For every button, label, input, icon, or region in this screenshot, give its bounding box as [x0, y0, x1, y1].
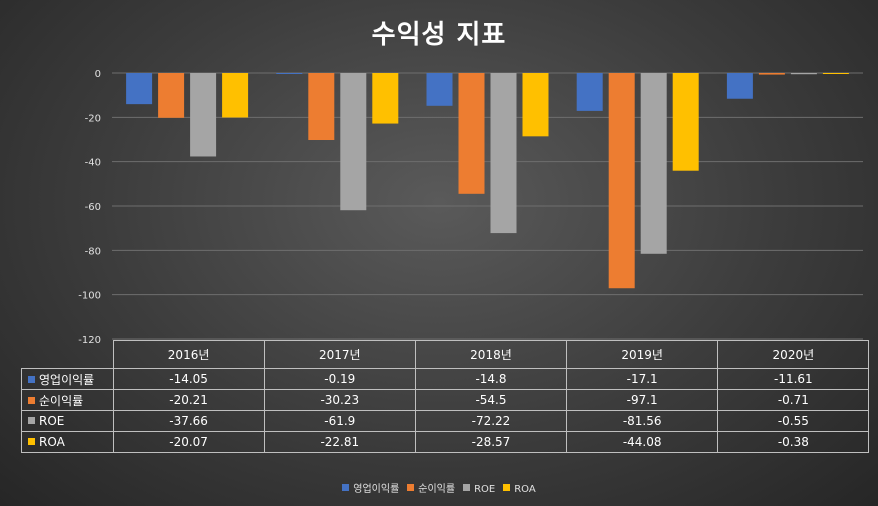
- table-cell: -14.8: [414, 368, 568, 390]
- table-cell: -22.81: [263, 431, 416, 453]
- bar-순이익률-2017년: [308, 73, 335, 141]
- table-cell: -81.56: [566, 410, 719, 432]
- table-cell: -28.57: [414, 431, 568, 453]
- bars: [126, 73, 849, 289]
- bar-ROA-2017년: [372, 73, 399, 124]
- table-row: ROA -20.07 -22.81 -28.57 -44.08 -0.38: [21, 431, 870, 453]
- bar-순이익률-2018년: [458, 73, 485, 194]
- legend: 영업이익률 순이익률 ROE ROA: [0, 480, 878, 495]
- table-row-header: 순이익률: [21, 389, 114, 411]
- bar-ROE-2018년: [490, 73, 517, 234]
- table-cell: -97.1: [566, 389, 719, 411]
- bar-순이익률-2016년: [158, 73, 185, 118]
- y-tick-label: -80: [85, 246, 101, 257]
- y-axis-ticks: 0-20-40-60-80-100-120: [78, 69, 101, 346]
- series-name: ROA: [39, 435, 65, 449]
- bar-ROE-2020년: [790, 73, 817, 75]
- bar-ROE-2019년: [640, 73, 667, 254]
- legend-swatch: [463, 484, 471, 491]
- table-header-row: 2016년 2017년 2018년 2019년 2020년: [21, 340, 870, 369]
- table-column-header: 2016년: [112, 340, 265, 369]
- bar-순이익률-2019년: [608, 73, 635, 289]
- series-name: 순이익률: [39, 393, 84, 408]
- legend-swatch: [28, 438, 35, 445]
- table-cell: -61.9: [263, 410, 416, 432]
- y-tick-label: -20: [85, 113, 101, 124]
- table-cell: -11.61: [717, 368, 870, 390]
- legend-label: ROA: [514, 484, 536, 495]
- table-column-header: 2020년: [717, 340, 870, 369]
- table-cell: -14.05: [112, 368, 265, 390]
- table-cell: -37.66: [112, 410, 265, 432]
- table-cell: -54.5: [414, 389, 568, 411]
- table-column-header: 2017년: [263, 340, 416, 369]
- legend-swatch: [28, 396, 35, 404]
- bar-영업이익률-2019년: [576, 73, 603, 111]
- bar-영업이익률-2020년: [726, 73, 753, 99]
- series-name: 영업이익률: [39, 372, 95, 387]
- table-cell: -0.55: [717, 410, 870, 432]
- table-cell: -20.21: [112, 389, 265, 411]
- y-tick-label: -60: [85, 202, 101, 213]
- table-row: 순이익률 -20.21 -30.23 -54.5 -97.1 -0.71: [21, 389, 870, 411]
- legend-swatch: [28, 417, 35, 424]
- legend-item: ROA: [503, 484, 536, 495]
- bar-ROE-2016년: [190, 73, 217, 157]
- table-cell: -30.23: [263, 389, 416, 411]
- table-row: 영업이익률 -14.05 -0.19 -14.8 -17.1 -11.61: [21, 368, 870, 390]
- legend-swatch: [503, 484, 511, 491]
- bar-ROA-2016년: [222, 73, 249, 118]
- legend-label: 영업이익률: [353, 484, 400, 495]
- table-cell: -44.08: [566, 431, 719, 453]
- legend-item: ROE: [463, 484, 495, 495]
- y-tick-label: 0: [95, 69, 101, 80]
- bar-영업이익률-2016년: [126, 73, 153, 105]
- table-cell: -0.38: [717, 431, 870, 453]
- legend-swatch: [28, 375, 35, 383]
- legend-label: 순이익률: [418, 484, 456, 495]
- legend-swatch: [342, 484, 350, 491]
- chart-title: 수익성 지표: [371, 20, 507, 50]
- table-row-header: 영업이익률: [21, 368, 114, 390]
- table-cell: -0.19: [263, 368, 416, 390]
- table-cell: -72.22: [414, 410, 568, 432]
- bar-순이익률-2020년: [758, 73, 785, 75]
- table-row-header: ROA: [21, 431, 114, 453]
- table-cell: -20.07: [112, 431, 265, 453]
- table-cell: -17.1: [566, 368, 719, 390]
- y-tick-label: -100: [78, 291, 101, 302]
- table-column-header: 2018년: [414, 340, 568, 369]
- legend-item: 영업이익률: [342, 480, 399, 495]
- bar-ROA-2019년: [672, 73, 699, 171]
- bar-ROE-2017년: [340, 73, 367, 211]
- table-row-header: ROE: [21, 410, 114, 432]
- legend-item: 순이익률: [407, 480, 455, 495]
- bar-ROA-2020년: [822, 73, 849, 74]
- table-corner: [21, 340, 114, 369]
- table-row: ROE -37.66 -61.9 -72.22 -81.56 -0.55: [21, 410, 870, 432]
- series-name: ROE: [39, 414, 65, 428]
- y-tick-label: -40: [85, 158, 101, 169]
- legend-label: ROE: [474, 484, 496, 495]
- bar-영업이익률-2017년: [276, 73, 303, 74]
- legend-swatch: [407, 484, 415, 491]
- bar-영업이익률-2018년: [426, 73, 453, 106]
- table-cell: -0.71: [717, 389, 870, 411]
- bar-ROA-2018년: [522, 73, 549, 137]
- table-column-header: 2019년: [566, 340, 719, 369]
